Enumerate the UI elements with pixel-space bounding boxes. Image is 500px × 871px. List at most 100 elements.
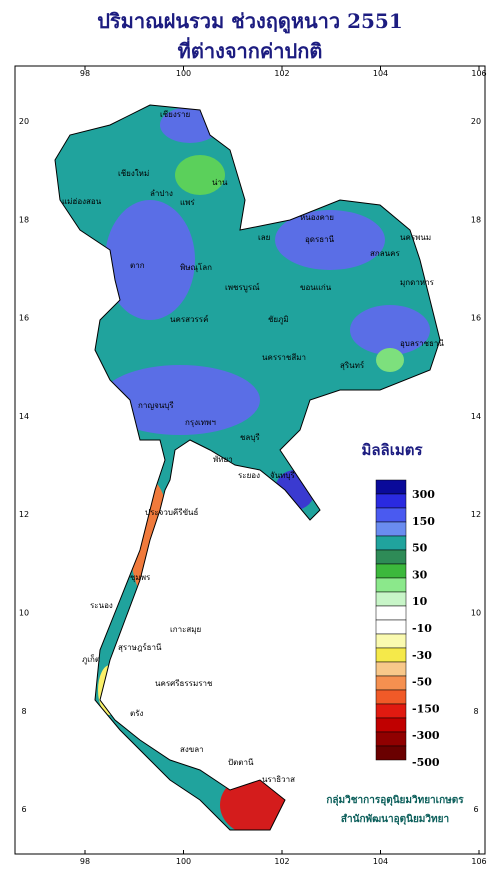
x-tick-label: 106 <box>471 857 486 866</box>
place: ระนอง <box>90 601 113 610</box>
legend-swatch <box>375 549 407 565</box>
y-tick-label: 18 <box>471 215 481 224</box>
place: จันทบุรี <box>270 471 296 480</box>
place: สงขลา <box>180 745 204 754</box>
y-tick-label: 12 <box>471 510 481 519</box>
y-tick-label: 12 <box>19 510 29 519</box>
x-tick-label: 102 <box>274 857 289 866</box>
place: ปัตตานี <box>228 758 254 767</box>
y-tick-label: 8 <box>21 707 26 716</box>
x-tick-label: 104 <box>373 69 388 78</box>
legend-label: 300 <box>412 488 435 501</box>
legend-swatch <box>375 661 407 677</box>
legend-swatch <box>375 647 407 663</box>
place: เชียงราย <box>160 110 190 119</box>
subtitle: ที่ต่างจากค่าปกติ <box>178 36 323 63</box>
legend-swatch <box>375 689 407 705</box>
place: สุรินทร์ <box>340 360 365 370</box>
y-tick-label: 10 <box>471 609 481 618</box>
legend-label: 150 <box>412 515 435 528</box>
place: พัทยา <box>213 455 233 464</box>
legend-swatch <box>375 675 407 691</box>
place: นครราชสีมา <box>262 353 306 362</box>
place: กาญจนบุรี <box>138 401 174 410</box>
legend-label: -30 <box>412 649 432 662</box>
x-tick-label: 100 <box>176 69 191 78</box>
legend-swatch <box>375 577 407 593</box>
place: นราธิวาส <box>262 775 295 784</box>
legend-label: -500 <box>412 756 440 769</box>
x-tick-label: 106 <box>471 69 486 78</box>
legend-swatch <box>375 521 407 537</box>
place: นครสวรรค์ <box>170 314 208 324</box>
legend-swatch <box>375 731 407 747</box>
place: ลำปาง <box>150 189 173 198</box>
place: ชัยภูมิ <box>268 315 289 325</box>
x-tick-label: 98 <box>80 857 90 866</box>
y-tick-label: 6 <box>21 805 26 814</box>
y-tick-label: 16 <box>471 314 481 323</box>
place: สุราษฎร์ธานี <box>118 642 162 652</box>
place: แพร่ <box>180 198 195 207</box>
place: เกาะสมุย <box>170 625 201 634</box>
legend-swatch <box>375 591 407 607</box>
x-tick-label: 98 <box>80 69 90 78</box>
legend-swatch <box>375 535 407 551</box>
y-tick-label: 14 <box>19 412 29 421</box>
place: นครศรีธรรมราช <box>155 679 213 688</box>
place: น่าน <box>212 178 228 187</box>
y-tick-label: 18 <box>19 215 29 224</box>
places: เชียงราย เชียงใหม่ น่าน ลำปาง แพร่ แม่ฮ่… <box>62 110 444 784</box>
legend-swatch <box>375 633 407 649</box>
legend-label: -300 <box>412 729 440 742</box>
legend-title: มิลลิเมตร <box>361 441 423 459</box>
place: ตรัง <box>130 709 143 718</box>
footer: กลุ่มวิชาการอุตุนิยมวิทยาเกษตร <box>326 794 464 806</box>
footer: สำนักพัฒนาอุตุนิยมวิทยา <box>341 813 449 825</box>
y-tick-label: 8 <box>473 707 478 716</box>
place: เลย <box>258 233 270 242</box>
place: กรุงเทพฯ <box>185 418 216 427</box>
x-tick-label: 100 <box>176 857 191 866</box>
legend-swatch <box>375 717 407 733</box>
legend-label: 30 <box>412 568 428 581</box>
x-tick-label: 102 <box>274 69 289 78</box>
place: ขอนแก่น <box>300 283 332 292</box>
legend-label: 50 <box>412 542 428 555</box>
legend-swatch <box>375 703 407 719</box>
legend-label: -150 <box>412 702 440 715</box>
place: สกลนคร <box>370 249 400 258</box>
place: ระยอง <box>238 471 260 480</box>
legend-swatch <box>375 479 407 495</box>
y-tick-label: 20 <box>471 117 481 126</box>
place: ภูเก็ต <box>82 654 100 665</box>
y-tick-label: 10 <box>19 609 29 618</box>
legend-swatch <box>375 605 407 621</box>
legend-label: -10 <box>412 622 432 635</box>
place: แม่ฮ่องสอน <box>62 197 102 206</box>
legend-label: 10 <box>412 595 428 608</box>
place: ชุมพร <box>130 573 151 582</box>
title: ปริมาณฝนรวม ช่วงฤดูหนาว 2551 <box>97 9 403 35</box>
legend-label: -50 <box>412 676 432 689</box>
y-tick-label: 6 <box>473 805 478 814</box>
legend-swatch <box>375 507 407 523</box>
place: อุบลราชธานี <box>400 339 444 348</box>
y-tick-label: 16 <box>19 314 29 323</box>
y-tick-label: 14 <box>471 412 481 421</box>
legend-swatch <box>375 619 407 635</box>
place: เพชรบูรณ์ <box>225 282 260 293</box>
place: หนองคาย <box>300 213 334 222</box>
place: นครพนม <box>400 233 431 242</box>
place: พิษณุโลก <box>180 262 212 272</box>
legend: 300 150 50 30 10 -10 -30 -50 -150 -300 -500 <box>375 479 440 769</box>
place: อุดรธานี <box>305 235 335 244</box>
legend-swatch <box>375 563 407 579</box>
y-tick-label: 20 <box>19 117 29 126</box>
x-tick-label: 104 <box>373 857 388 866</box>
place: ชลบุรี <box>240 433 260 442</box>
legend-swatch <box>375 493 407 509</box>
place: ประจวบคีรีขันธ์ <box>145 507 199 517</box>
